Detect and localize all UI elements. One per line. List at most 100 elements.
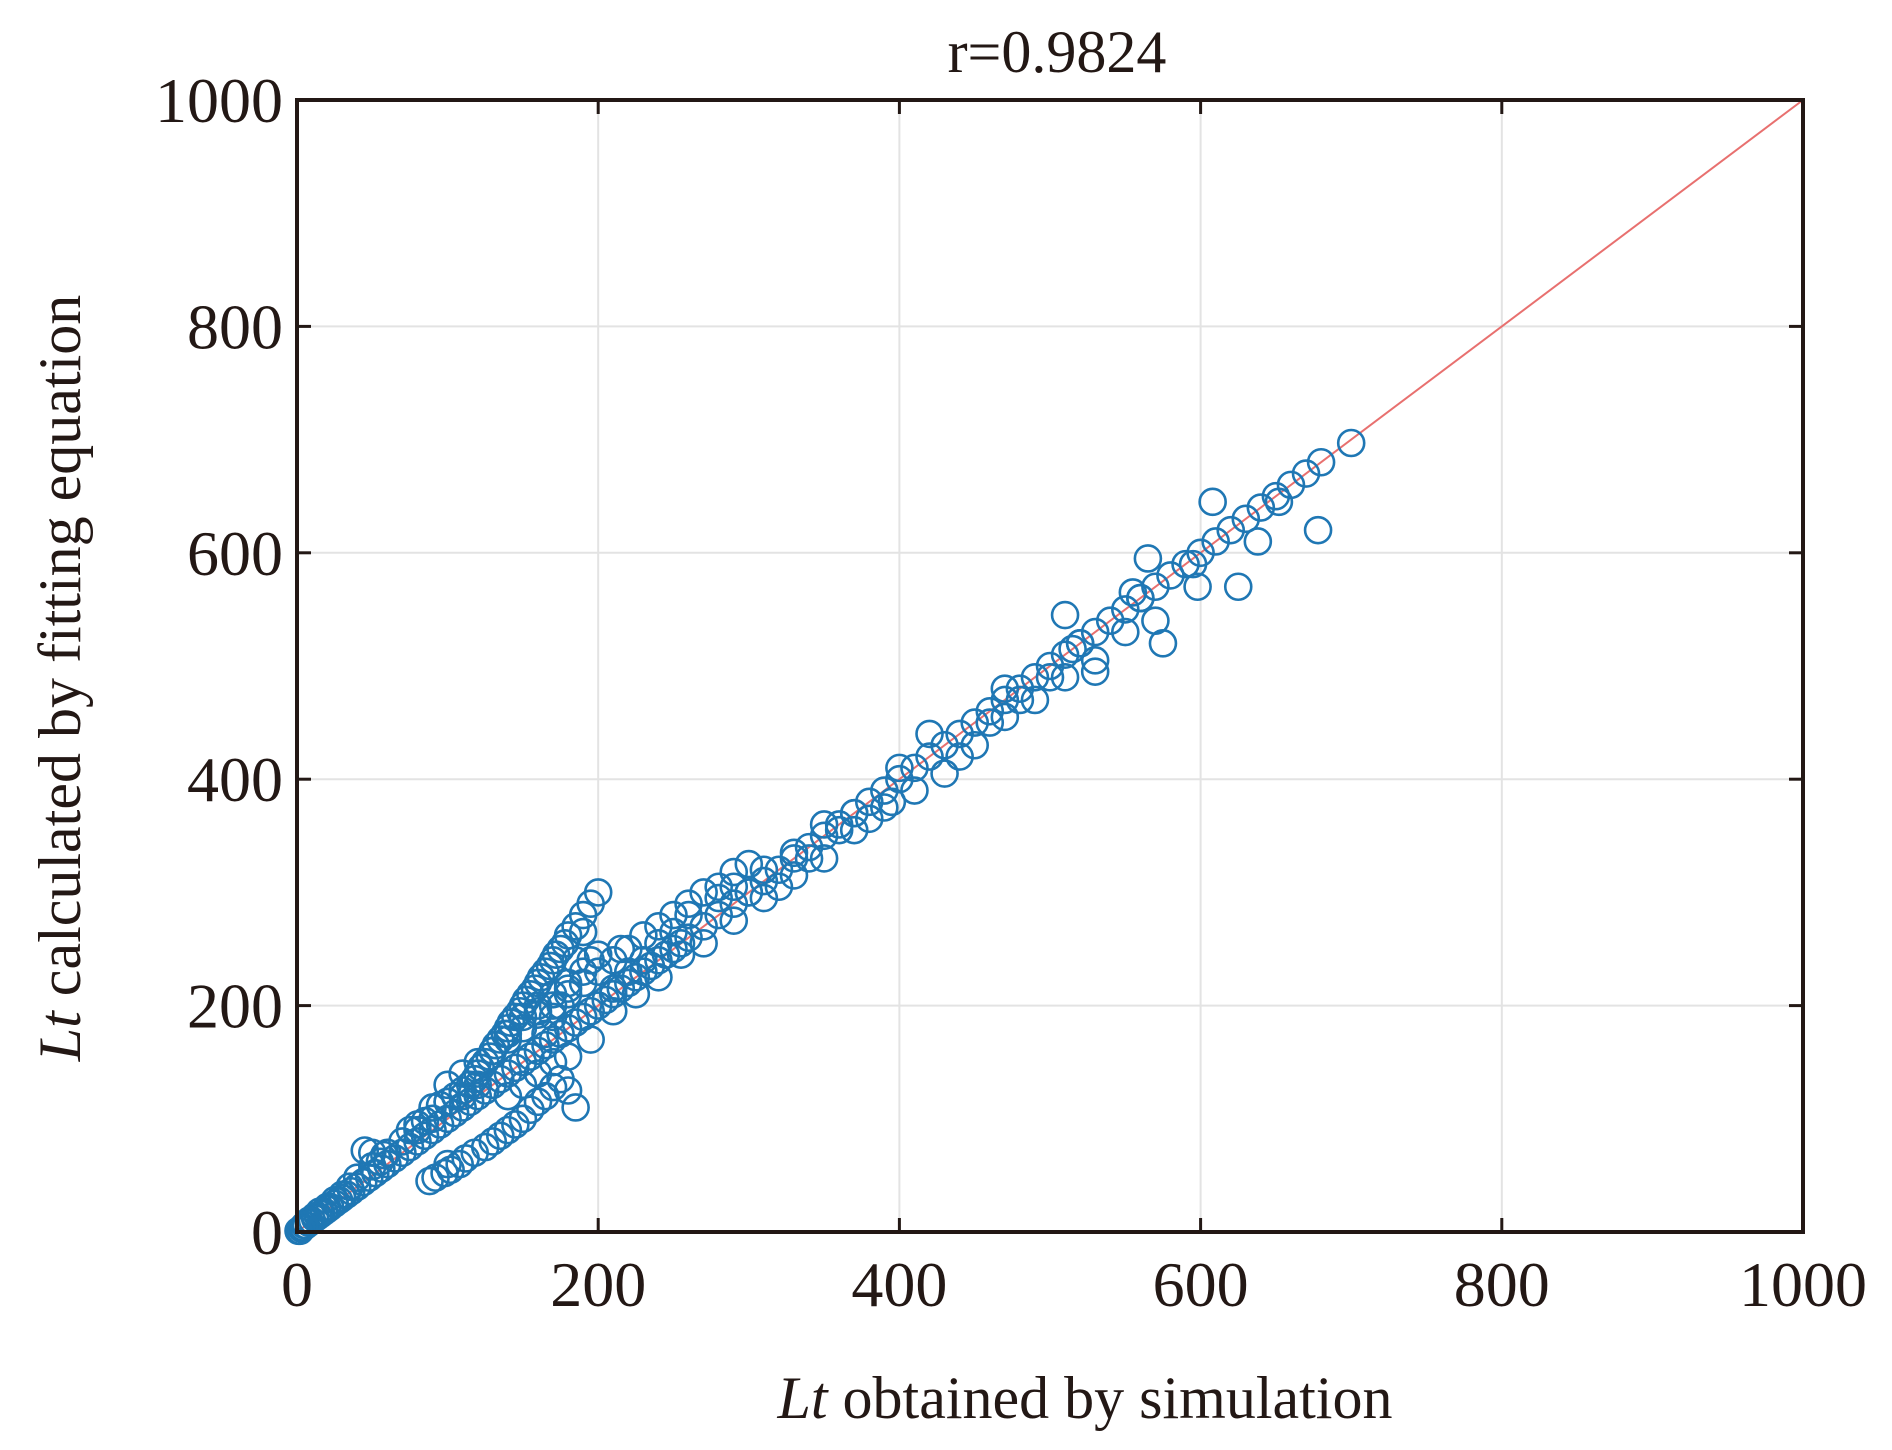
data-point <box>463 1070 493 1100</box>
data-point <box>1198 487 1227 517</box>
data-point <box>583 878 613 907</box>
data-point <box>960 730 990 760</box>
x-tick-labels: 0 200 400 600 800 1000 <box>281 1249 1867 1320</box>
data-point <box>1156 561 1185 590</box>
data-point <box>433 1087 462 1117</box>
y-tick-label: 600 <box>187 518 283 589</box>
data-point <box>583 991 613 1020</box>
data-point <box>975 696 1005 726</box>
data-point <box>1243 527 1273 556</box>
data-point <box>1080 646 1110 675</box>
data-point <box>1020 663 1050 692</box>
data-point <box>975 708 1005 737</box>
data-point <box>1148 629 1178 658</box>
data-point <box>1126 583 1155 613</box>
data-point <box>809 844 839 873</box>
data-point <box>598 946 628 975</box>
data-point <box>1141 572 1170 602</box>
data-point <box>659 900 688 930</box>
x-tick-label: 800 <box>1454 1249 1550 1320</box>
data-point <box>1065 629 1095 658</box>
data-point <box>794 832 824 862</box>
data-point <box>719 857 749 887</box>
x-tick-label: 600 <box>1153 1249 1249 1320</box>
data-point <box>501 1053 530 1083</box>
data-point <box>719 889 749 919</box>
data-point <box>734 878 764 907</box>
y-tick-label: 0 <box>251 1197 283 1268</box>
data-point <box>1095 606 1125 636</box>
data-point <box>448 1059 477 1088</box>
y-tick-labels: 0 200 400 600 800 1000 <box>155 65 283 1268</box>
data-point <box>1111 595 1140 624</box>
data-point <box>689 878 718 907</box>
data-point <box>1133 544 1163 573</box>
data-point <box>915 719 944 749</box>
data-point <box>1306 447 1336 477</box>
x-tick-label: 0 <box>281 1249 313 1320</box>
reference-line <box>296 99 1804 1233</box>
data-point <box>809 821 839 851</box>
data-point <box>538 1047 568 1077</box>
data-point <box>553 974 583 1003</box>
data-point <box>644 929 673 958</box>
data-point <box>445 1149 474 1179</box>
data-point <box>546 934 575 964</box>
data-point <box>704 900 733 930</box>
data-point <box>644 962 673 992</box>
data-point <box>561 1093 590 1122</box>
data-point <box>357 1152 387 1181</box>
x-axis-variable: Lt <box>777 1365 829 1431</box>
data-point <box>719 872 749 902</box>
data-point <box>674 900 703 930</box>
data-point <box>930 730 959 760</box>
data-point <box>854 804 884 834</box>
data-point <box>1223 572 1253 602</box>
data-point <box>523 1059 553 1088</box>
data-point <box>854 787 884 817</box>
data-point <box>839 798 869 828</box>
data-point <box>704 883 733 913</box>
data-point <box>870 793 899 822</box>
data-point <box>576 1025 605 1054</box>
data-point <box>1035 663 1065 692</box>
data-point <box>516 1042 545 1071</box>
data-point <box>1264 487 1294 517</box>
data-point <box>1111 617 1140 647</box>
data-point <box>1050 663 1080 692</box>
data-point <box>644 946 673 975</box>
data-point <box>388 1127 417 1156</box>
y-axis-variable: Lt <box>27 1010 93 1062</box>
data-point <box>598 974 628 1003</box>
data-point <box>734 849 764 879</box>
data-point <box>621 979 651 1009</box>
data-point <box>915 742 944 771</box>
data-point <box>674 923 703 952</box>
data-point <box>1291 459 1321 488</box>
data-point <box>523 1036 553 1066</box>
data-point <box>486 1121 515 1151</box>
data-point <box>290 1210 319 1240</box>
data-point <box>365 1147 395 1177</box>
data-point <box>583 940 613 969</box>
data-point <box>960 708 990 737</box>
data-point <box>674 889 703 919</box>
tick-marks <box>295 98 1805 1234</box>
data-point <box>1005 685 1035 715</box>
data-point <box>553 968 583 998</box>
data-point <box>508 1047 538 1077</box>
data-point <box>538 991 568 1020</box>
data-point <box>568 917 598 947</box>
data-point <box>877 787 907 817</box>
data-point <box>553 979 583 1009</box>
data-point <box>576 996 605 1026</box>
data-point <box>885 753 914 783</box>
y-tick-label: 1000 <box>155 65 283 136</box>
data-point <box>433 1070 462 1100</box>
data-point <box>523 1087 553 1117</box>
data-point <box>531 1019 560 1049</box>
data-point <box>1050 600 1080 630</box>
data-point <box>553 1042 583 1071</box>
data-point <box>430 1158 459 1188</box>
data-point <box>508 1002 538 1032</box>
